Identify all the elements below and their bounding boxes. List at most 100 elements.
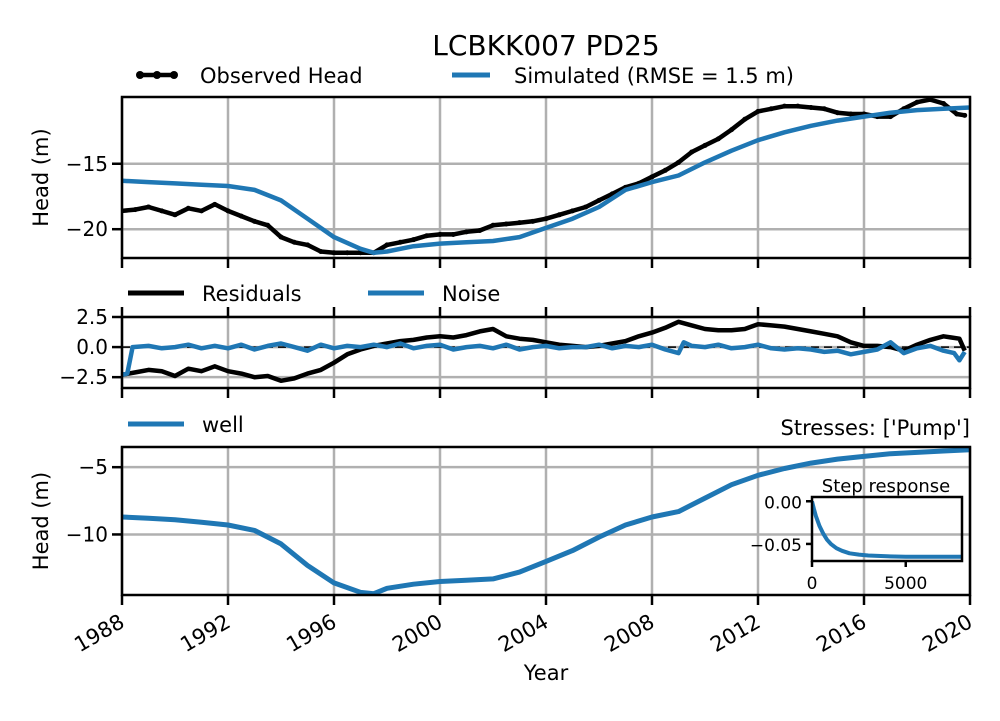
- data-point: [132, 207, 138, 213]
- x-tick-label: 2020: [918, 609, 976, 657]
- x-tick-label: 2008: [600, 609, 658, 657]
- data-point: [729, 127, 734, 133]
- series-line-well: [122, 447, 970, 595]
- legend-marker-observed: [153, 71, 161, 79]
- data-point: [411, 237, 416, 243]
- y-axis-label: Head (m): [29, 128, 53, 226]
- data-point: [888, 114, 893, 120]
- data-point: [344, 250, 350, 256]
- data-point: [927, 97, 933, 103]
- inset-step-response: 0.00 −0.050 5000: [750, 493, 964, 594]
- legend-marker-observed: [136, 71, 144, 79]
- data-point: [768, 106, 774, 112]
- data-point: [238, 213, 244, 219]
- data-point: [821, 106, 827, 112]
- inset-title: Step response: [822, 476, 950, 497]
- y-tick-label: −2.5: [59, 365, 108, 389]
- panel-head: −15 −20 Head (m): [29, 95, 972, 268]
- data-point: [477, 228, 483, 234]
- data-point: [278, 234, 284, 240]
- y-tick-label: −10: [66, 522, 108, 546]
- legend-middle: Residuals Noise: [128, 282, 500, 306]
- data-point: [782, 103, 787, 109]
- y-tick-label: 0.0: [76, 335, 108, 359]
- legend-label-simulated: Simulated (RMSE = 1.5 m): [514, 64, 794, 88]
- data-point: [556, 212, 562, 218]
- data-point: [517, 220, 522, 226]
- data-point: [503, 221, 509, 227]
- data-point: [225, 208, 231, 214]
- data-point: [755, 108, 761, 114]
- x-axis-label: Year: [523, 661, 569, 685]
- data-point: [172, 212, 178, 218]
- y-tick-label: 0.00: [764, 493, 802, 513]
- data-point: [265, 222, 271, 228]
- x-tick-label: 0: [807, 574, 818, 594]
- y-axis-label: Head (m): [29, 472, 53, 570]
- series-line-step: [812, 500, 962, 559]
- axes-frame: [810, 495, 964, 563]
- legend-label-noise: Noise: [442, 282, 500, 306]
- data-point: [914, 99, 920, 105]
- data-point: [450, 231, 456, 237]
- data-point: [146, 204, 151, 210]
- legend-top: Observed Head Simulated (RMSE = 1.5 m): [136, 64, 794, 88]
- legend-label-observed: Observed Head: [200, 64, 363, 88]
- data-point: [795, 103, 801, 109]
- data-point: [583, 204, 589, 210]
- data-point: [649, 174, 655, 180]
- y-tick-label: −5: [79, 455, 108, 479]
- y-tick-label: 2.5: [76, 305, 108, 329]
- data-point: [941, 101, 946, 107]
- data-point: [848, 111, 854, 117]
- y-tick-label: −20: [66, 217, 108, 241]
- data-point: [954, 111, 960, 117]
- data-point: [464, 229, 469, 235]
- chart-title: LCBKK007 PD25: [432, 29, 660, 62]
- data-point: [252, 218, 257, 224]
- data-point: [742, 116, 748, 122]
- x-tick-label: 1996: [282, 609, 340, 657]
- x-tick-label: 1988: [70, 609, 128, 657]
- y-tick-label: −15: [66, 152, 108, 176]
- data-point: [702, 142, 708, 148]
- data-point: [530, 218, 536, 224]
- series-line-noise: [122, 340, 967, 377]
- series-line-simulated-rmse-1-5-m: [122, 105, 970, 256]
- series-line-residuals: [122, 319, 967, 384]
- data-point: [490, 222, 496, 228]
- x-tick-label: 2016: [812, 609, 870, 657]
- data-point: [384, 242, 390, 248]
- legend-label-residuals: Residuals: [202, 282, 302, 306]
- data-point: [570, 208, 575, 214]
- y-tick-label: −0.05: [750, 536, 802, 556]
- data-point: [331, 250, 337, 256]
- panel-residuals: 2.5 0.0 −2.5: [59, 305, 972, 398]
- data-point: [808, 104, 814, 110]
- stresses-title: Stresses: ['Pump']: [781, 416, 970, 440]
- data-point: [185, 205, 191, 211]
- x-tick-label: 5000: [884, 574, 927, 594]
- data-point: [291, 239, 297, 245]
- data-point: [159, 208, 165, 214]
- data-point: [962, 112, 968, 118]
- data-point: [715, 136, 721, 142]
- data-point: [835, 110, 840, 116]
- legend-marker-observed: [170, 71, 178, 79]
- x-tick-label: 1992: [176, 609, 234, 657]
- data-point: [689, 149, 695, 155]
- data-point: [596, 197, 602, 203]
- data-point: [397, 239, 403, 245]
- legend-bottom: well: [128, 413, 244, 437]
- data-point: [318, 248, 324, 254]
- data-point: [212, 201, 218, 207]
- data-point: [543, 216, 549, 222]
- data-point: [305, 242, 310, 248]
- legend-label-well: well: [202, 413, 244, 437]
- data-point: [437, 231, 443, 237]
- data-point: [199, 208, 204, 214]
- x-tick-label: 2000: [388, 609, 446, 657]
- x-tick-label: 2012: [706, 609, 764, 657]
- data-point: [676, 159, 681, 165]
